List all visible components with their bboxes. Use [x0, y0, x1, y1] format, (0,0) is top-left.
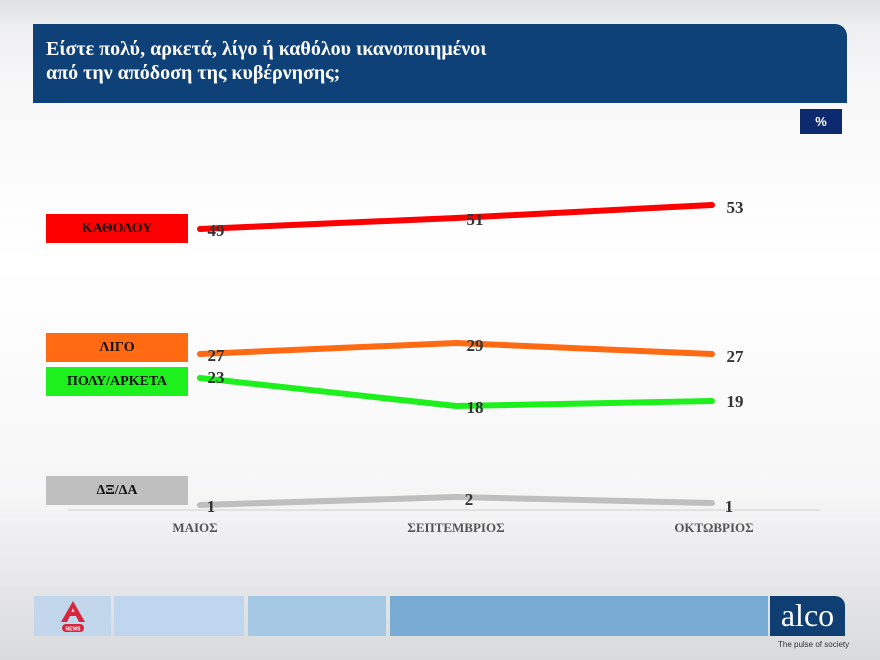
- value-label: 27: [208, 346, 226, 365]
- svg-text:NEWS: NEWS: [66, 627, 82, 633]
- footer-band-1: [114, 596, 244, 636]
- value-label: 19: [727, 392, 744, 411]
- top-strip: [0, 0, 880, 24]
- legend-item-poly-arketa: ΠΟΛΥ/ΑΡΚΕΤΑ: [46, 367, 188, 396]
- legend-item-katholou: ΚΑΘΟΛΟΥ: [46, 214, 188, 243]
- legend-item-dx-da: ΔΞ/ΔΑ: [46, 476, 188, 505]
- footer-band-3: [390, 596, 768, 636]
- footer-band-2: [248, 596, 386, 636]
- x-tick-label: ΜΑΙΟΣ: [172, 520, 217, 535]
- value-label: 53: [727, 198, 744, 217]
- series-line-ligo: [197, 339, 715, 357]
- x-tick-label: ΟΚΤΩΒΡΙΟΣ: [674, 520, 753, 535]
- chart-title-banner: Είστε πολύ, αρκετά, λίγο ή καθόλου ικανο…: [33, 24, 847, 103]
- alco-tagline: The pulse of society: [778, 640, 850, 649]
- chart-title-line-1: Είστε πολύ, αρκετά, λίγο ή καθόλου ικανο…: [46, 38, 487, 60]
- alco-logo: alco: [770, 596, 845, 636]
- value-label: 2: [465, 490, 474, 509]
- value-label: 1: [207, 497, 216, 516]
- legend-item-ligo: ΛΙΓΟ: [46, 333, 188, 362]
- value-label: 1: [725, 497, 734, 516]
- value-label: 51: [467, 210, 484, 229]
- value-label: 23: [208, 368, 225, 387]
- value-label: 18: [467, 398, 484, 417]
- series-line-dx-da: [197, 493, 715, 508]
- value-label: 29: [467, 336, 484, 355]
- value-label: 27: [727, 347, 745, 366]
- chart-title-line-2: από την απόδοση της κυβέρνησης;: [46, 62, 341, 84]
- alpha-news-logo-icon: NEWS: [61, 601, 85, 633]
- series-line-katholou: [197, 202, 715, 232]
- unit-badge: %: [800, 109, 842, 134]
- x-tick-label: ΣΕΠΤΕΜΒΡΙΟΣ: [407, 520, 504, 535]
- series-line-poly-arketa: [197, 375, 715, 410]
- value-label: 49: [208, 221, 225, 240]
